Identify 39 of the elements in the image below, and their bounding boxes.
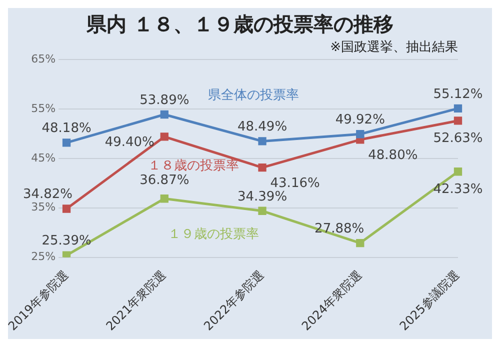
data-label: 27.88%: [314, 221, 364, 236]
point: [258, 163, 266, 172]
point: [160, 194, 168, 203]
y-tick-label: 55%: [31, 102, 56, 115]
y-tick-label: 25%: [31, 250, 56, 264]
data-label: 34.39%: [237, 189, 288, 204]
chart-subtitle: ※国政選挙、抽出結果: [330, 40, 458, 56]
data-label: 43.16%: [270, 176, 320, 191]
point: [356, 130, 364, 138]
y-tick-label: 65%: [31, 52, 56, 66]
data-label: 53.89%: [140, 92, 190, 108]
point: [454, 168, 462, 176]
data-label: 42.33%: [433, 182, 483, 198]
data-label: 49.92%: [335, 112, 385, 128]
point: [62, 251, 71, 258]
data-label: 25.39%: [42, 234, 92, 249]
point: [62, 138, 71, 147]
data-label: 36.87%: [140, 172, 190, 188]
point: [454, 116, 462, 125]
point: [62, 204, 71, 213]
series-label: 県全体の投票率: [208, 87, 299, 104]
chart-title: 県内 １８、１９歳の投票率の推移: [86, 12, 394, 36]
point: [258, 206, 266, 215]
y-tick-label: 45%: [31, 151, 56, 164]
data-label: 48.49%: [237, 120, 288, 135]
series-label: １８歳の投票率: [148, 157, 239, 174]
data-label: 49.40%: [104, 135, 154, 150]
data-label: 34.82%: [22, 187, 73, 202]
point: [160, 110, 168, 119]
y-tick-label: 35%: [31, 200, 56, 214]
point: [356, 238, 364, 248]
series-label: １９歳の投票率: [168, 226, 259, 242]
point: [454, 104, 462, 113]
data-label: 48.80%: [368, 148, 418, 164]
point: [258, 137, 266, 146]
point: [160, 132, 168, 141]
data-label: 55.12%: [433, 86, 483, 102]
data-label: 48.18%: [42, 121, 92, 136]
data-label: 52.63%: [433, 131, 483, 146]
